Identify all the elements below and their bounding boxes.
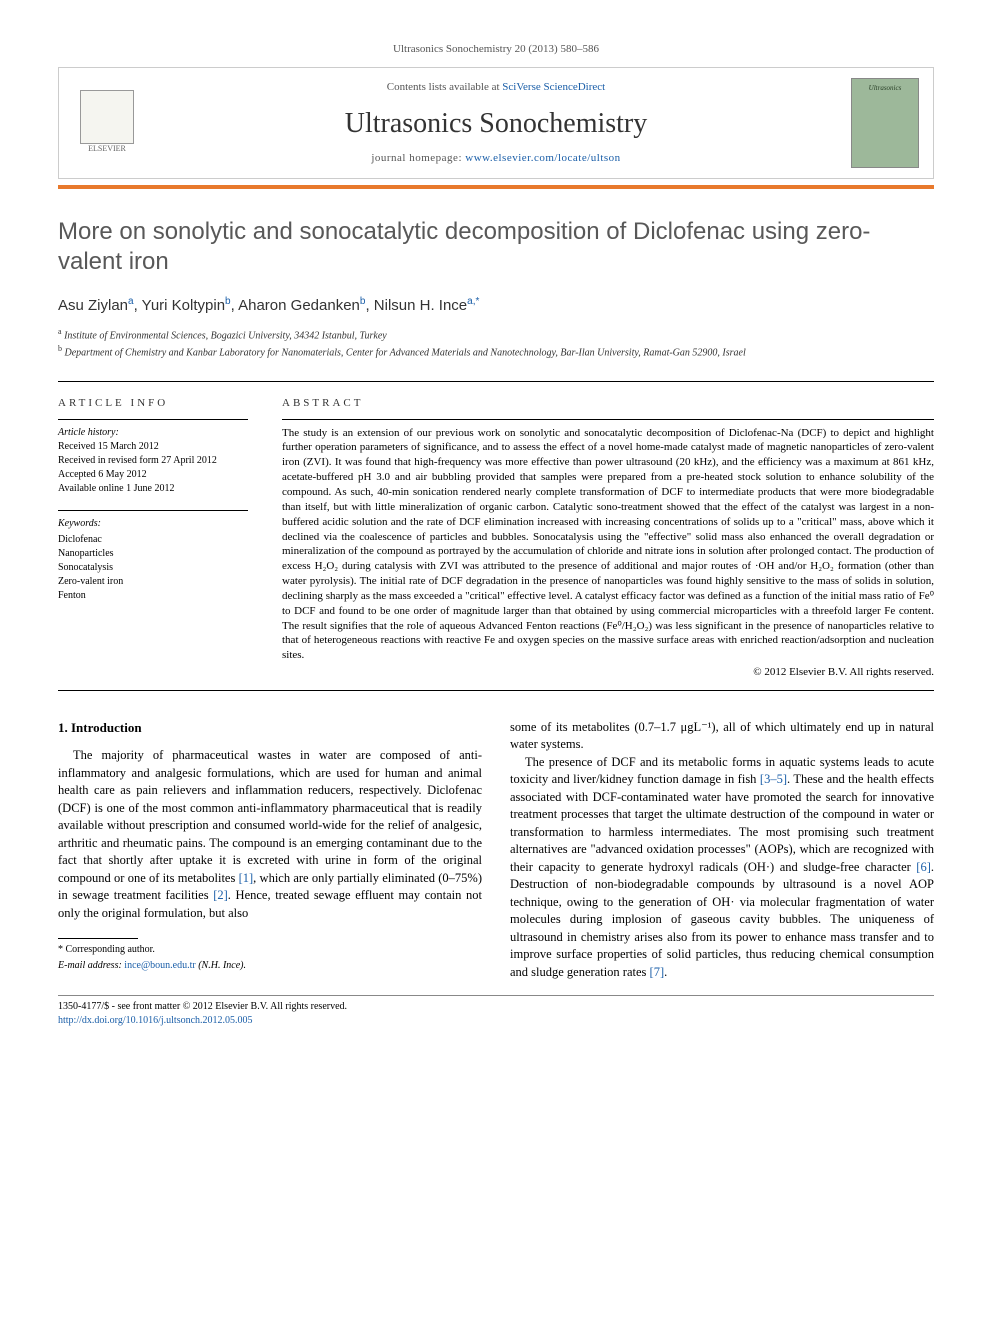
abstract-heading: ABSTRACT [282, 396, 934, 411]
keyword: Diclofenac [58, 533, 248, 547]
publisher-label: ELSEVIER [88, 144, 126, 155]
history-revised: Received in revised form 27 April 2012 [58, 454, 248, 468]
section-heading-intro: 1. Introduction [58, 719, 482, 737]
history-accepted: Accepted 6 May 2012 [58, 468, 248, 482]
ref-link-1[interactable]: [1] [239, 871, 254, 885]
elsevier-tree-icon [80, 90, 134, 144]
article-meta-row: ARTICLE INFO Article history: Received 1… [58, 382, 934, 690]
ref-link-7[interactable]: [7] [650, 965, 665, 979]
journal-cover-thumbnail: Ultrasonics [851, 78, 919, 168]
email-line: E-mail address: ince@boun.edu.tr (N.H. I… [58, 959, 482, 973]
abstract-text: The study is an extension of our previou… [282, 426, 934, 664]
homepage-prefix: journal homepage: [371, 152, 465, 164]
doi-footer: 1350-4177/$ - see front matter © 2012 El… [58, 995, 934, 1027]
article-info-heading: ARTICLE INFO [58, 396, 248, 411]
article-title: More on sonolytic and sonocatalytic deco… [58, 217, 934, 277]
intro-paragraph-right-2: The presence of DCF and its metabolic fo… [510, 754, 934, 982]
affiliation-b: b Department of Chemistry and Kanbar Lab… [58, 343, 934, 360]
keyword: Nanoparticles [58, 547, 248, 561]
ref-link-6[interactable]: [6] [916, 860, 931, 874]
homepage-link[interactable]: www.elsevier.com/locate/ultson [465, 152, 620, 164]
article-info-column: ARTICLE INFO Article history: Received 1… [58, 396, 248, 680]
citation: Ultrasonics Sonochemistry 20 (2013) 580–… [58, 42, 934, 57]
keywords-block: Keywords: Diclofenac Nanoparticles Sonoc… [58, 517, 248, 603]
info-rule [58, 419, 248, 420]
history-online: Available online 1 June 2012 [58, 482, 248, 496]
publisher-logo: ELSEVIER [73, 84, 141, 162]
email-suffix: (N.H. Ince). [196, 960, 246, 971]
affiliations: a Institute of Environmental Sciences, B… [58, 326, 934, 361]
author-email-link[interactable]: ince@boun.edu.tr [124, 960, 195, 971]
corresponding-author-footer: * Corresponding author. E-mail address: … [58, 938, 482, 973]
header-center: Contents lists available at SciVerse Sci… [159, 80, 833, 165]
intro-paragraph-left: The majority of pharmaceutical wastes in… [58, 747, 482, 922]
email-label: E-mail address: [58, 960, 124, 971]
sciencedirect-link[interactable]: SciVerse ScienceDirect [502, 81, 605, 93]
rule-bottom [58, 690, 934, 691]
body-two-column: 1. Introduction The majority of pharmace… [58, 719, 934, 982]
keyword: Zero-valent iron [58, 575, 248, 589]
intro-paragraph-right-1: some of its metabolites (0.7–1.7 μgL⁻¹),… [510, 719, 934, 754]
article-history: Article history: Received 15 March 2012 … [58, 426, 248, 496]
keywords-label: Keywords: [58, 517, 248, 531]
author-list: Asu Ziylana, Yuri Koltypinb, Aharon Geda… [58, 295, 934, 316]
doi-link[interactable]: http://dx.doi.org/10.1016/j.ultsonch.201… [58, 1015, 253, 1026]
homepage-line: journal homepage: www.elsevier.com/locat… [159, 151, 833, 166]
footnote-rule [58, 938, 138, 939]
ref-link-2[interactable]: [2] [213, 888, 228, 902]
ref-link-3-5[interactable]: [3–5] [760, 772, 787, 786]
journal-header: ELSEVIER Contents lists available at Sci… [58, 67, 934, 179]
journal-name: Ultrasonics Sonochemistry [159, 105, 833, 143]
copyright-line: © 2012 Elsevier B.V. All rights reserved… [282, 665, 934, 680]
keyword: Sonocatalysis [58, 561, 248, 575]
keyword: Fenton [58, 589, 248, 603]
corresponding-author: * Corresponding author. [58, 943, 482, 957]
history-label: Article history: [58, 426, 248, 440]
divider-bar [58, 185, 934, 189]
affiliation-a: a Institute of Environmental Sciences, B… [58, 326, 934, 343]
left-column: 1. Introduction The majority of pharmace… [58, 719, 482, 982]
abstract-rule [282, 419, 934, 420]
contents-prefix: Contents lists available at [387, 81, 502, 93]
contents-line: Contents lists available at SciVerse Sci… [159, 80, 833, 95]
right-column: some of its metabolites (0.7–1.7 μgL⁻¹),… [510, 719, 934, 982]
issn-line: 1350-4177/$ - see front matter © 2012 El… [58, 1000, 934, 1014]
history-received: Received 15 March 2012 [58, 440, 248, 454]
abstract-column: ABSTRACT The study is an extension of ou… [282, 396, 934, 680]
cover-text: Ultrasonics [869, 84, 902, 93]
keywords-rule [58, 510, 248, 511]
